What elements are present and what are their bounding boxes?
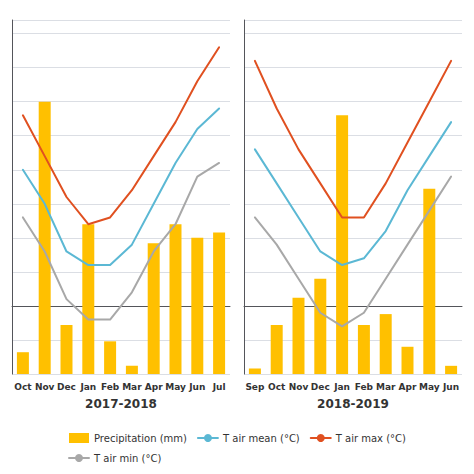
- svg-text:Oct: Oct: [14, 382, 32, 392]
- svg-text:Sep: Sep: [245, 382, 265, 392]
- svg-text:Jan: Jan: [79, 382, 96, 392]
- svg-text:Apr: Apr: [399, 382, 417, 392]
- svg-text:Dec: Dec: [57, 382, 76, 392]
- svg-text:May: May: [165, 382, 186, 392]
- svg-text:Jul: Jul: [212, 382, 226, 392]
- svg-text:Mar: Mar: [376, 382, 396, 392]
- svg-text:T air max (°C): T air max (°C): [335, 433, 406, 444]
- svg-text:Mar: Mar: [122, 382, 142, 392]
- svg-text:May: May: [419, 382, 440, 392]
- svg-text:Precipitation (mm): Precipitation (mm): [94, 433, 187, 444]
- svg-text:Jun: Jun: [188, 382, 205, 392]
- svg-text:Feb: Feb: [101, 382, 120, 392]
- svg-text:Feb: Feb: [355, 382, 374, 392]
- svg-text:T air mean (°C): T air mean (°C): [222, 433, 300, 444]
- svg-text:Dec: Dec: [311, 382, 330, 392]
- svg-text:Nov: Nov: [35, 382, 55, 392]
- svg-text:Apr: Apr: [145, 382, 163, 392]
- svg-text:T air min (°C): T air min (°C): [93, 453, 161, 464]
- svg-text:2018-2019: 2018-2019: [317, 397, 389, 411]
- svg-text:2017-2018: 2017-2018: [85, 397, 157, 411]
- svg-text:Nov: Nov: [289, 382, 309, 392]
- svg-text:Jun: Jun: [442, 382, 459, 392]
- svg-text:Oct: Oct: [268, 382, 286, 392]
- svg-text:Jan: Jan: [333, 382, 350, 392]
